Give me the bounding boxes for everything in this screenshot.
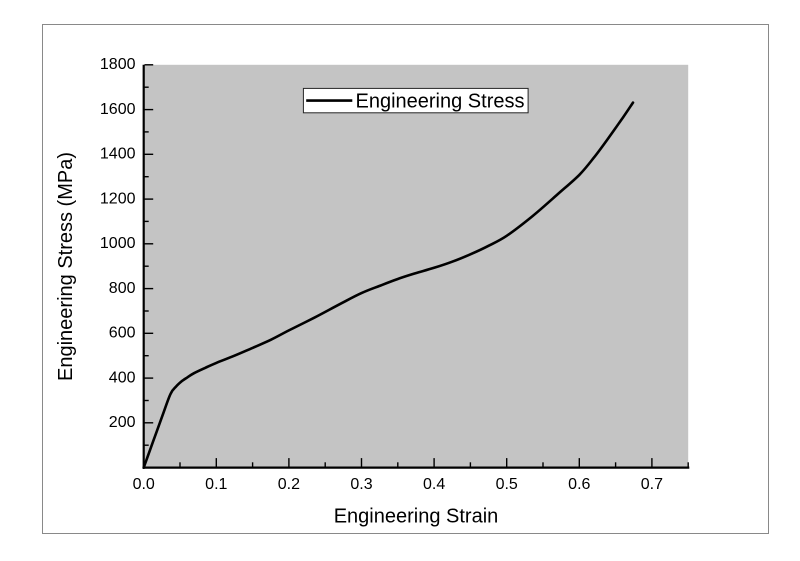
svg-text:0.1: 0.1 bbox=[205, 476, 227, 493]
svg-text:1600: 1600 bbox=[100, 101, 136, 118]
svg-text:0.4: 0.4 bbox=[423, 476, 445, 493]
svg-text:0.3: 0.3 bbox=[350, 476, 372, 493]
svg-text:0.0: 0.0 bbox=[133, 476, 155, 493]
svg-text:400: 400 bbox=[109, 370, 136, 387]
svg-text:600: 600 bbox=[109, 325, 136, 342]
svg-text:0.2: 0.2 bbox=[278, 476, 300, 493]
svg-text:Engineering Strain: Engineering Strain bbox=[334, 505, 499, 527]
svg-text:200: 200 bbox=[109, 414, 136, 431]
svg-text:0.5: 0.5 bbox=[496, 476, 518, 493]
svg-text:800: 800 bbox=[109, 280, 136, 297]
svg-text:1200: 1200 bbox=[100, 191, 136, 208]
svg-text:Engineering Stress (MPa): Engineering Stress (MPa) bbox=[55, 152, 77, 381]
svg-text:0.6: 0.6 bbox=[568, 476, 590, 493]
svg-text:1000: 1000 bbox=[100, 235, 136, 252]
svg-text:Engineering Stress: Engineering Stress bbox=[356, 91, 525, 113]
svg-text:1800: 1800 bbox=[100, 56, 136, 73]
svg-text:0.7: 0.7 bbox=[641, 476, 663, 493]
svg-text:1400: 1400 bbox=[100, 146, 136, 163]
